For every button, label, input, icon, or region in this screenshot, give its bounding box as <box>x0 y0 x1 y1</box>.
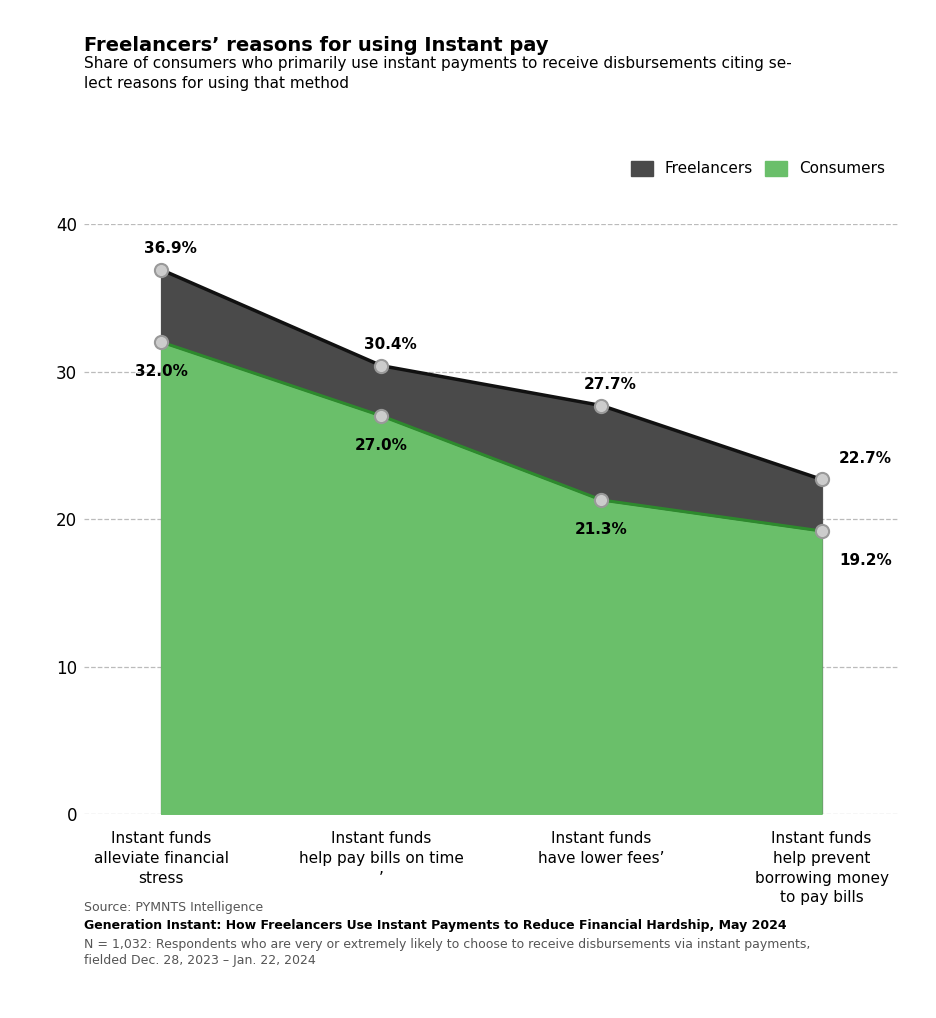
Point <box>373 357 388 374</box>
Point <box>154 334 168 350</box>
Text: 27.7%: 27.7% <box>584 378 636 392</box>
Text: fielded Dec. 28, 2023 – Jan. 22, 2024: fielded Dec. 28, 2023 – Jan. 22, 2024 <box>84 954 316 967</box>
Text: 19.2%: 19.2% <box>840 553 892 568</box>
Text: N = 1,032: Respondents who are very or extremely likely to choose to receive dis: N = 1,032: Respondents who are very or e… <box>84 938 811 951</box>
Text: 36.9%: 36.9% <box>143 241 197 257</box>
Text: Source: PYMNTS Intelligence: Source: PYMNTS Intelligence <box>84 901 263 914</box>
Point <box>373 407 388 423</box>
Point <box>594 492 609 508</box>
Text: Generation Instant: How Freelancers Use Instant Payments to Reduce Financial Har: Generation Instant: How Freelancers Use … <box>84 919 787 932</box>
Point <box>814 471 829 488</box>
Point <box>814 523 829 540</box>
Text: 22.7%: 22.7% <box>840 451 892 466</box>
Text: 32.0%: 32.0% <box>135 364 188 379</box>
Point <box>154 262 168 278</box>
Text: 27.0%: 27.0% <box>355 438 408 453</box>
Text: Freelancers’ reasons for using Instant pay: Freelancers’ reasons for using Instant p… <box>84 36 548 55</box>
Point <box>594 397 609 413</box>
Text: 21.3%: 21.3% <box>575 522 628 538</box>
Text: Share of consumers who primarily use instant payments to receive disbursements c: Share of consumers who primarily use ins… <box>84 56 792 91</box>
Text: 30.4%: 30.4% <box>364 337 417 352</box>
Legend: Freelancers, Consumers: Freelancers, Consumers <box>625 155 891 182</box>
